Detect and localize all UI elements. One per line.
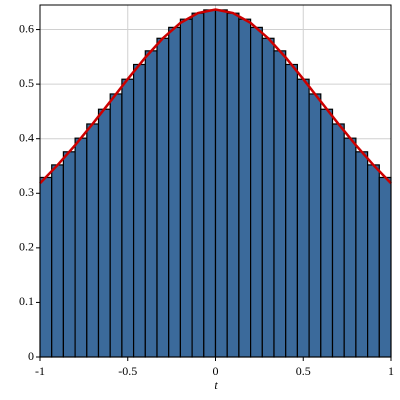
bar [168,26,182,358]
bar [226,12,240,358]
bar [97,108,111,358]
y-tick-label: 0.1 [19,294,34,308]
y-tick-label: 0 [28,349,34,363]
bar [343,137,357,358]
bar [273,50,287,358]
y-tick-label: 0.2 [19,240,34,254]
y-tick-label: 0.5 [19,76,34,90]
bar [191,12,205,358]
bar [39,176,53,358]
y-tick-label: 0.4 [19,130,34,144]
bar [51,164,64,358]
curve [39,8,392,185]
bar [378,176,392,358]
x-tick-label: 0 [213,364,219,378]
bar [296,78,310,358]
x-tick-label: 1 [388,364,394,378]
bar [331,123,345,358]
bar [355,151,369,358]
bar [156,37,170,358]
bar [179,18,193,358]
x-tick-label: 0.5 [296,364,311,378]
bar [62,151,76,358]
bar [250,26,263,358]
bar [203,9,217,358]
bar [261,37,275,358]
bar [86,123,100,358]
bar [214,9,228,358]
bar [320,108,334,358]
bar [238,18,252,358]
y-tick-label: 0.3 [19,185,34,199]
bar [74,137,88,358]
x-tick-label: -0.5 [118,364,137,378]
bar [367,164,380,358]
bar [132,63,146,358]
bar [308,93,322,358]
bar [144,50,158,358]
y-tick-label: 0.6 [19,21,34,35]
bar [109,93,123,358]
plot-frame [39,4,392,358]
bar [121,78,135,358]
x-tick-label: -1 [35,364,45,378]
bar [285,63,299,358]
x-axis-label: t [214,378,218,392]
